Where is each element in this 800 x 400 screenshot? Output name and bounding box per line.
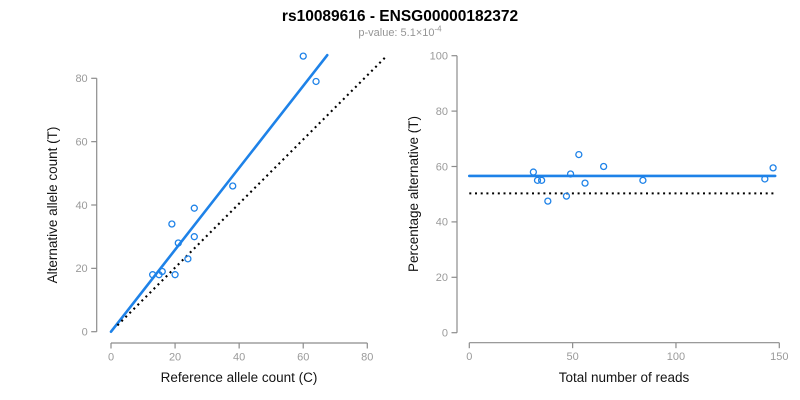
data-point — [599, 162, 608, 171]
y-axis-label: Percentage alternative (T) — [406, 116, 421, 272]
data-point — [168, 220, 176, 228]
y-tick-label: 60 — [75, 136, 87, 148]
x-tick-label: 0 — [466, 351, 472, 363]
y-tick-label: 0 — [442, 328, 448, 340]
data-point — [171, 271, 179, 279]
data-point — [229, 182, 237, 190]
x-tick-label: 60 — [297, 352, 309, 364]
x-axis-label: Total number of reads — [559, 370, 690, 385]
data-point — [299, 52, 307, 60]
p-value-label: p-value: 5.1×10 — [358, 27, 434, 39]
x-tick-label: 80 — [361, 352, 373, 364]
x-tick-label: 0 — [108, 352, 114, 364]
x-tick-label: 50 — [567, 351, 579, 363]
data-point — [190, 204, 198, 212]
data-point — [190, 233, 198, 241]
data-point — [581, 179, 589, 187]
y-tick-label: 40 — [436, 217, 448, 229]
data-point — [158, 267, 166, 276]
x-tick-label: 100 — [667, 351, 685, 363]
data-point — [537, 176, 546, 185]
data-point — [566, 170, 575, 178]
data-point — [184, 255, 192, 263]
y-tick-label: 20 — [75, 263, 87, 275]
y-tick-label: 80 — [436, 106, 448, 118]
p-value-exponent: -4 — [435, 25, 443, 34]
y-tick-label: 80 — [75, 73, 87, 85]
data-point — [312, 77, 320, 86]
left-panel: 0 20 40 60 80 0 20 40 60 80 Reference allele count… — [45, 52, 386, 385]
figure-title: rs10089616 - ENSG00000182372 — [282, 8, 518, 25]
data-point — [769, 164, 777, 172]
x-tick-label: 40 — [233, 352, 245, 364]
figure-subtitle: p-value: 5.1×10-4 — [358, 25, 442, 40]
y-axis-label: Alternative allele count (T) — [45, 127, 60, 284]
data-point — [575, 150, 583, 159]
data-point — [174, 239, 182, 247]
y-tick-label: 100 — [430, 51, 448, 63]
y-tick-label: 20 — [436, 272, 448, 284]
data-point — [529, 168, 538, 176]
y-tick-label: 0 — [82, 327, 88, 339]
identity-line — [116, 56, 386, 327]
right-panel: 0 50 100 150 0 20 40 60 80 100 Total number of rea… — [406, 51, 788, 386]
regression-line — [109, 53, 329, 334]
x-tick-label: 150 — [770, 351, 788, 363]
data-point — [761, 175, 769, 183]
data-point — [562, 192, 571, 200]
x-axis-label: Reference allele count (C) — [161, 370, 318, 385]
x-tick-label: 20 — [169, 352, 181, 364]
data-point — [533, 176, 542, 185]
data-point — [639, 176, 647, 185]
data-point — [544, 197, 552, 205]
y-tick-label: 40 — [75, 200, 87, 212]
y-tick-label: 60 — [436, 161, 448, 173]
